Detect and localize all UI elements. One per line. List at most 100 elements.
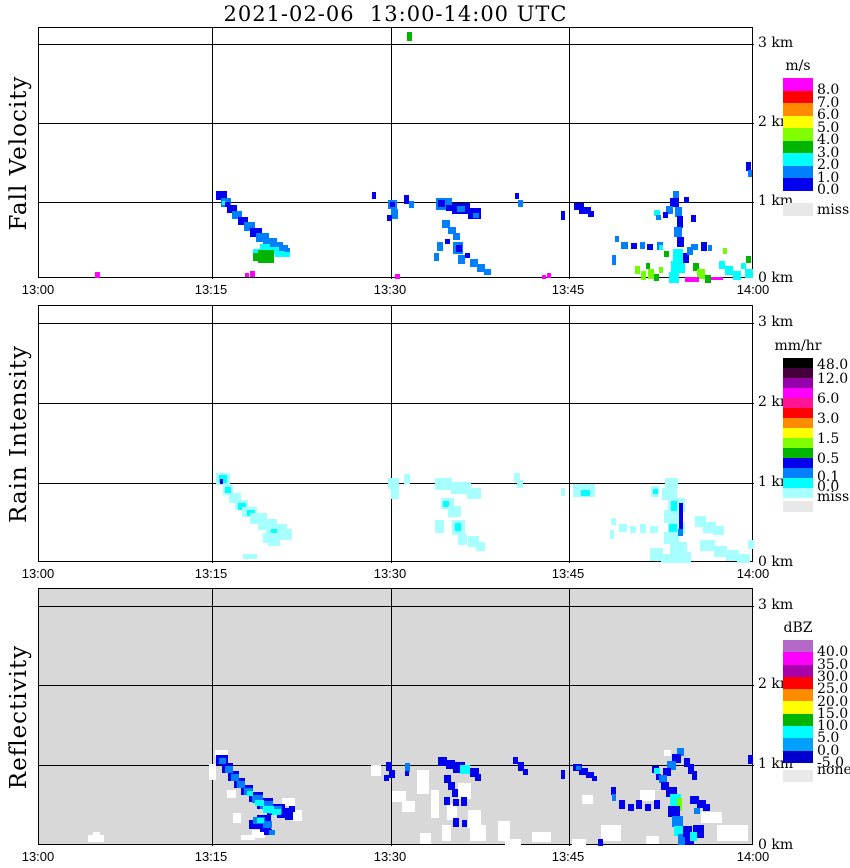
echo-pixel [453,799,459,806]
colorbar-swatch [783,676,813,690]
echo-pixel [446,205,452,211]
echo-pixel [402,801,415,812]
colorbar-swatch [783,165,813,178]
colorbar-swatch [783,378,813,388]
gridline-time [391,28,392,279]
echo-pixel [532,832,551,842]
echo-pixel [219,475,227,483]
chart-title: 2021-02-06 13:00-14:00 UTC [223,2,568,26]
echo-pixel [247,791,253,796]
colorbar-swatch [783,468,813,478]
echo-pixel [250,271,255,277]
echo-pixel [697,269,705,279]
echo-pixel [513,757,518,764]
colorbar-label: 0.0 [817,182,840,198]
echo-pixel [737,554,750,563]
echo-pixel [263,806,274,813]
missing-label-mmhr: miss [817,489,850,505]
echo-pixel [473,213,479,218]
colorbar-label: 40.0 [817,644,849,660]
echo-pixel [679,503,683,530]
echo-pixel [669,524,677,532]
echo-pixel [417,770,429,794]
echo-pixel [664,510,683,523]
time-label: 13:00 [21,282,55,297]
echo-pixel [703,804,710,811]
echo-pixel [646,836,659,844]
km-label: 3 km [758,314,794,330]
echo-pixel [673,191,679,199]
echo-pixel [225,766,233,773]
missing-label-ms: miss [817,202,850,218]
echo-pixel [672,754,681,763]
echo-pixel [431,790,439,818]
gridline-time [212,306,213,563]
echo-pixel [615,236,619,242]
colorbar-dbz [783,640,813,763]
km-label: 3 km [758,35,794,51]
echo-pixel [443,501,449,507]
echo-pixel [258,250,274,263]
echo-pixel [282,248,290,255]
echo-pixel [257,818,264,823]
echo-pixel [505,839,521,845]
echo-pixel [434,253,439,261]
echo-pixel [514,473,520,482]
echo-pixel [460,765,470,774]
gridline-time [391,306,392,563]
colorbar-label: 6.0 [817,391,840,407]
echo-pixel [678,834,689,845]
colorbar-swatch [783,128,813,141]
colorbar-swatch [783,458,813,468]
colorbar-swatch [783,652,813,665]
echo-pixel [391,488,399,499]
gridline-time [391,589,392,846]
echo-pixel [448,227,456,234]
echo-pixel [467,488,481,499]
echo-pixel [654,800,660,809]
echo-pixel [641,271,646,280]
echo-pixel [453,818,459,827]
echo-pixel [232,211,242,219]
echo-pixel [458,255,465,264]
echo-pixel [650,526,658,533]
echo-pixel [275,251,285,257]
gridline-km [39,44,754,45]
echo-pixel [395,274,400,279]
echo-pixel [446,760,455,769]
time-label: 14:00 [736,282,770,297]
echo-pixel [746,162,751,171]
echo-pixel [691,215,696,222]
echo-pixel [685,277,699,282]
echo-pixel [661,782,669,790]
time-label: 13:00 [21,849,55,864]
gridline-km [39,123,754,124]
echo-pixel [561,211,565,220]
echo-pixel [619,800,625,809]
echo-pixel [253,249,261,256]
echo-pixel [659,245,663,250]
echo-pixel [690,832,697,841]
colorbar-label: 10.0 [817,718,849,734]
colorbar-label: 0.1 [817,469,840,485]
gridline-time [212,28,213,279]
echo-pixel [282,798,295,806]
echo-pixel [671,261,685,273]
echo-pixel [687,247,693,255]
echo-pixel [386,762,392,771]
echo-pixel [268,540,280,546]
echo-pixel [688,764,694,774]
echo-pixel [662,488,677,500]
colorbar-swatch [783,448,813,458]
echo-pixel [621,242,628,249]
echo-pixel [674,826,685,836]
echo-pixel [88,835,104,842]
echo-pixel [263,821,272,828]
echo-pixel [253,253,259,261]
colorbar-label: 0.5 [817,451,840,467]
echo-pixel [291,810,302,821]
colorbar-label: 12.0 [817,371,849,387]
echo-pixel [250,228,262,237]
echo-pixel [667,761,676,770]
echo-pixel [372,192,376,199]
